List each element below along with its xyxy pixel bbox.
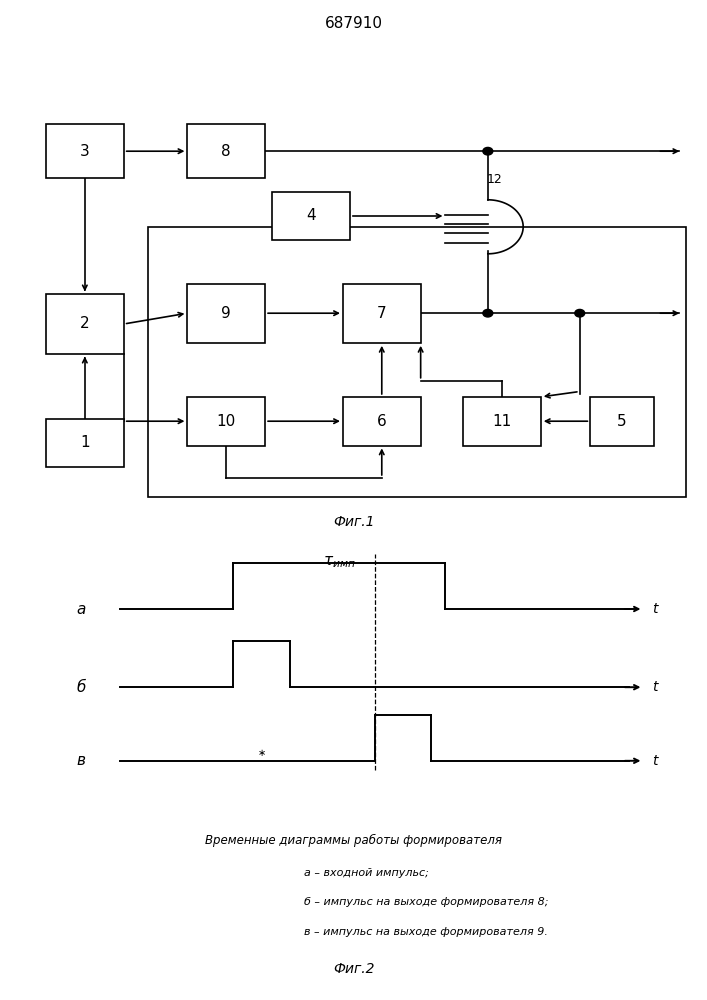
Text: Фиг.2: Фиг.2: [333, 962, 374, 976]
Text: 12: 12: [487, 173, 503, 186]
Text: Фиг.1: Фиг.1: [333, 515, 374, 529]
Circle shape: [575, 309, 585, 317]
Text: а: а: [76, 601, 86, 616]
Text: Временные диаграммы работы формирователя: Временные диаграммы работы формирователя: [205, 834, 502, 847]
Bar: [46, 294, 124, 354]
Text: 6: 6: [377, 414, 387, 429]
Text: t: t: [652, 602, 658, 616]
Text: в – импульс на выходе формирователя 9.: в – импульс на выходе формирователя 9.: [304, 927, 548, 937]
Text: $\tau_{\it{имп}}$: $\tau_{\it{имп}}$: [323, 554, 356, 570]
Bar: [463, 397, 541, 446]
Bar: [187, 284, 265, 343]
Text: 2: 2: [80, 316, 90, 332]
Text: в: в: [77, 753, 86, 768]
Text: 1: 1: [80, 435, 90, 450]
Text: 687910: 687910: [325, 16, 382, 31]
Bar: [46, 124, 124, 178]
Bar: [343, 284, 421, 343]
Circle shape: [483, 147, 493, 155]
Text: ∗: ∗: [257, 748, 266, 758]
Circle shape: [483, 309, 493, 317]
Text: б: б: [76, 680, 86, 695]
Text: 8: 8: [221, 144, 231, 159]
Text: 5: 5: [617, 414, 627, 429]
Text: t: t: [652, 754, 658, 768]
Text: б – импульс на выходе формирователя 8;: б – импульс на выходе формирователя 8;: [304, 897, 549, 907]
Bar: [187, 397, 265, 446]
Text: 10: 10: [216, 414, 236, 429]
Text: 11: 11: [492, 414, 512, 429]
Text: а – входной импульс;: а – входной импульс;: [304, 868, 429, 878]
Bar: [343, 397, 421, 446]
Text: t: t: [652, 680, 658, 694]
Text: 4: 4: [306, 209, 316, 224]
Bar: [590, 397, 654, 446]
Bar: [187, 124, 265, 178]
Bar: [272, 192, 350, 240]
Text: 9: 9: [221, 306, 231, 321]
Text: 3: 3: [80, 144, 90, 159]
Bar: [46, 418, 124, 467]
Bar: [148, 227, 686, 497]
Text: 7: 7: [377, 306, 387, 321]
